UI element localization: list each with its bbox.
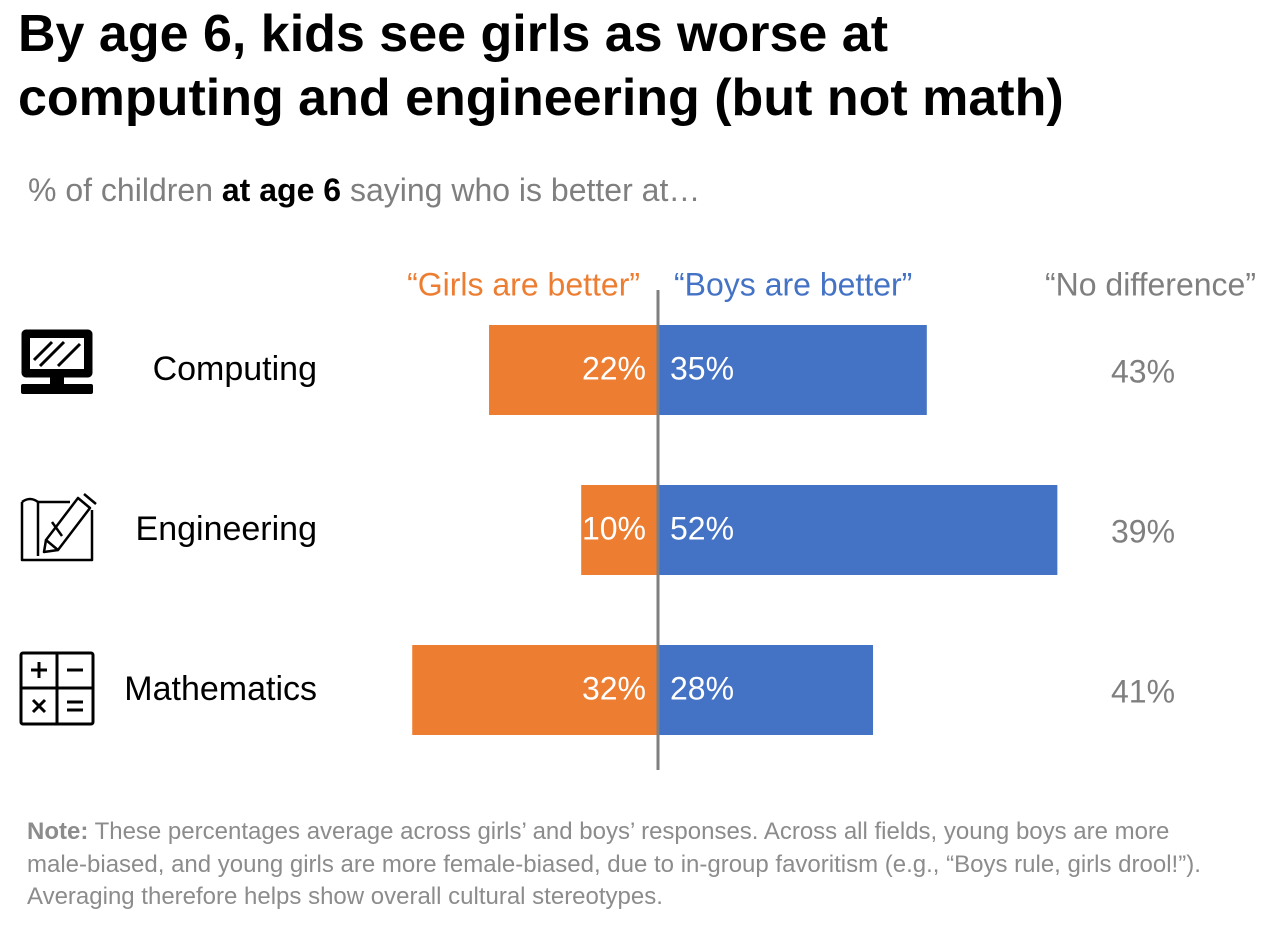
label-girls-computing: 22% [582, 350, 646, 386]
chart-subtitle: % of children at age 6 saying who is bet… [28, 172, 700, 209]
label-boys-engineering: 52% [670, 510, 734, 546]
note-text: These percentages average across girls’ … [27, 818, 1201, 910]
label-boys-mathematics: 28% [670, 670, 734, 706]
category-label-mathematics: Mathematics [124, 670, 317, 708]
label-no-difference-computing: 43% [1111, 353, 1175, 389]
bar-boys-mathematics [658, 645, 874, 735]
subtitle-part-2: saying who is better at… [341, 172, 701, 208]
category-label-computing: Computing [153, 350, 317, 388]
series-header-boys: “Boys are better” [674, 266, 912, 302]
label-girls-mathematics: 32% [582, 670, 646, 706]
title-line-2: computing and engineering (but not math) [18, 69, 1064, 127]
calculator-icon [19, 651, 95, 726]
footnote: Note: These percentages average across g… [27, 816, 1227, 914]
series-header-no-difference: “No difference” [1045, 266, 1256, 302]
subtitle-bold: at age 6 [221, 172, 342, 208]
chart-title: By age 6, kids see girls as worse at comp… [18, 2, 1268, 130]
note-label: Note: [27, 818, 89, 845]
bar-boys-engineering [658, 485, 1058, 575]
label-boys-computing: 35% [670, 350, 734, 386]
bar-girls-computing [489, 325, 658, 415]
bar-girls-mathematics [412, 645, 658, 735]
category-label-engineering: Engineering [136, 510, 317, 548]
drafting-pencil-icon [20, 493, 97, 562]
bar-girls-engineering [581, 485, 658, 575]
label-girls-engineering: 10% [582, 510, 646, 546]
label-no-difference-mathematics: 41% [1111, 673, 1175, 709]
computer-monitor-icon [21, 329, 93, 394]
title-line-1: By age 6, kids see girls as worse at [18, 5, 889, 63]
series-header-girls: “Girls are better” [407, 266, 640, 302]
label-no-difference-engineering: 39% [1111, 513, 1175, 549]
bar-boys-computing [658, 325, 927, 415]
subtitle-part-1: % of children [28, 172, 222, 208]
